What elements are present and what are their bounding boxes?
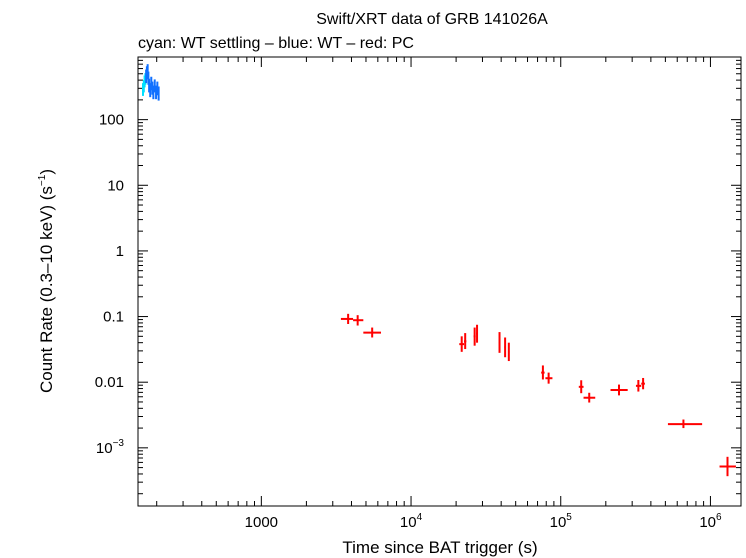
x-tick-label-base: 10 xyxy=(400,514,417,531)
y-tick-label-base: 100 xyxy=(99,112,124,129)
x-tick-label-base: 1000 xyxy=(245,514,278,531)
y-tick-label-base: 10 xyxy=(96,440,113,457)
data-points xyxy=(142,64,736,477)
x-tick-label: 105 xyxy=(550,512,573,531)
y-tick-label: 10−3 xyxy=(96,438,125,457)
data-point xyxy=(156,81,159,96)
major-ticks xyxy=(138,57,741,506)
x-tick-labels: 1000 104 105 106 xyxy=(245,512,722,531)
data-point xyxy=(635,380,642,392)
y-tick-label-exp: −3 xyxy=(113,438,125,449)
y-axis-label: Count Rate (0.3–10 keV) (s−1) xyxy=(37,169,56,393)
data-point xyxy=(667,419,703,429)
x-tick-label: 1000 xyxy=(245,514,278,531)
data-point xyxy=(578,380,584,394)
data-point xyxy=(464,333,467,350)
x-tick-label-base: 10 xyxy=(550,514,567,531)
y-tick-label-base: 10 xyxy=(107,177,124,194)
y-axis-label-close: ) xyxy=(37,169,56,175)
data-point xyxy=(504,337,507,358)
chart-subtitle: cyan: WT settling – blue: WT – red: PC xyxy=(138,35,414,52)
data-point xyxy=(353,315,364,326)
y-tick-label: 10 xyxy=(107,177,124,194)
y-tick-label: 1 xyxy=(116,243,124,260)
x-axis-label: Time since BAT trigger (s) xyxy=(342,538,537,557)
data-point xyxy=(641,377,645,390)
data-point xyxy=(541,365,545,380)
minor-ticks xyxy=(138,56,741,506)
x-tick-label-exp: 4 xyxy=(417,512,423,523)
data-point xyxy=(545,372,553,384)
data-point xyxy=(152,85,155,100)
data-point xyxy=(157,86,160,101)
x-tick-label-exp: 5 xyxy=(566,512,572,523)
data-point xyxy=(459,336,465,352)
y-tick-label-base: 0.01 xyxy=(95,374,124,391)
data-point xyxy=(155,85,158,100)
x-tick-label-base: 10 xyxy=(699,514,716,531)
data-point xyxy=(363,327,382,338)
data-point xyxy=(719,456,736,477)
data-point xyxy=(153,79,156,93)
y-axis-label-sup: −1 xyxy=(37,174,48,186)
x-tick-label: 104 xyxy=(400,512,423,531)
data-point xyxy=(340,313,354,325)
data-point xyxy=(473,327,476,346)
y-tick-label-base: 1 xyxy=(116,243,124,260)
y-tick-label: 100 xyxy=(99,112,124,129)
data-point xyxy=(583,392,596,403)
data-point xyxy=(610,384,628,396)
plot-frame xyxy=(137,56,742,507)
chart-title: Swift/XRT data of GRB 141026A xyxy=(316,11,548,28)
y-axis-label-main: Count Rate (0.3–10 keV) (s xyxy=(37,186,56,393)
data-point xyxy=(498,332,501,353)
x-tick-label-exp: 6 xyxy=(716,512,722,523)
y-tick-label: 0.01 xyxy=(95,374,124,391)
x-tick-label: 106 xyxy=(699,512,722,531)
data-point xyxy=(476,324,479,343)
data-point xyxy=(507,342,510,362)
y-tick-label: 0.1 xyxy=(103,309,124,326)
y-tick-label-base: 0.1 xyxy=(103,309,124,326)
